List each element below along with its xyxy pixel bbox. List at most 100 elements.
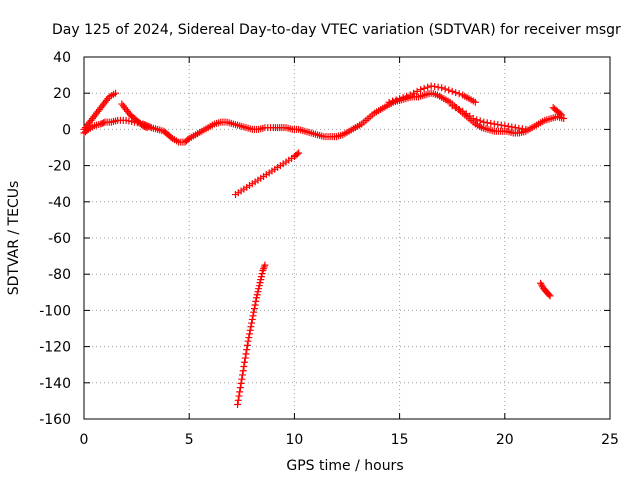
data-point — [235, 392, 243, 400]
series-upper-band — [385, 82, 479, 106]
data-point — [455, 105, 463, 113]
data-point — [246, 330, 254, 338]
series-lower-band — [448, 102, 530, 133]
y-tick-label: 40 — [53, 50, 71, 66]
x-tick-label: 25 — [601, 432, 619, 448]
y-tick-label: -20 — [48, 159, 71, 175]
data-point — [236, 384, 244, 392]
data-point — [389, 97, 397, 105]
data-point — [246, 326, 254, 334]
y-tick-label: -120 — [39, 340, 71, 356]
data-point — [448, 102, 456, 110]
data-point — [424, 83, 432, 91]
data-point — [112, 89, 120, 97]
data-point — [251, 301, 259, 309]
data-point — [255, 285, 263, 293]
data-point — [257, 276, 265, 284]
data-point — [236, 388, 244, 396]
data-point — [556, 110, 564, 118]
series-main-trend — [80, 89, 568, 146]
y-tick-labels: -160 -140 -120 -100 -80 -60 -40 -20 0 20 40 — [39, 50, 71, 428]
data-marks — [80, 82, 568, 409]
data-point — [511, 124, 519, 132]
data-point — [469, 115, 477, 123]
data-point — [508, 123, 516, 131]
data-point — [295, 149, 303, 157]
y-tick-label: -40 — [48, 195, 71, 211]
data-point — [459, 107, 467, 115]
series-steep-drop — [234, 261, 269, 409]
data-point — [261, 261, 269, 269]
data-point — [247, 323, 255, 331]
data-point — [494, 121, 502, 129]
y-tick-label: 0 — [62, 122, 71, 138]
data-point — [242, 350, 250, 358]
data-point — [142, 123, 150, 131]
data-point — [417, 86, 425, 94]
data-point — [239, 371, 247, 379]
y-tick-label: 20 — [53, 86, 71, 102]
y-tick-label: -100 — [39, 303, 71, 319]
x-tick-label: 20 — [496, 432, 514, 448]
data-point — [241, 354, 249, 362]
data-point — [248, 315, 256, 323]
data-point — [250, 305, 258, 313]
data-point — [545, 291, 553, 299]
y-axis-label: SDTVAR / TECUs — [6, 181, 22, 296]
series-early-drop — [118, 100, 151, 132]
data-point — [385, 98, 393, 106]
data-point — [257, 273, 265, 281]
data-point — [413, 87, 421, 95]
data-point — [240, 363, 248, 371]
data-point — [245, 334, 253, 342]
x-tick-label: 0 — [80, 432, 89, 448]
data-point — [466, 112, 474, 120]
data-point — [241, 358, 249, 366]
y-tick-label: -80 — [48, 267, 71, 283]
series-early-rise — [80, 89, 120, 133]
data-point — [406, 91, 414, 99]
data-point — [258, 270, 266, 278]
data-point — [238, 375, 246, 383]
data-point — [518, 125, 526, 133]
data-point — [476, 117, 484, 125]
data-point — [248, 319, 256, 327]
data-point — [504, 122, 512, 130]
data-point — [184, 136, 192, 144]
data-point — [480, 118, 488, 126]
chart-title: Day 125 of 2024, Sidereal Day-to-day VTE… — [52, 22, 621, 38]
data-point — [396, 95, 404, 103]
data-point — [243, 346, 251, 354]
data-point — [234, 401, 242, 409]
data-point — [403, 92, 411, 100]
data-point — [473, 116, 481, 124]
data-point — [399, 93, 407, 101]
data-point — [256, 279, 264, 287]
data-point — [234, 396, 242, 404]
data-point — [515, 124, 523, 132]
data-point — [252, 297, 260, 305]
data-point — [558, 111, 566, 119]
data-point — [560, 115, 568, 123]
data-point — [501, 122, 509, 130]
data-point — [427, 82, 435, 90]
data-point — [392, 96, 400, 104]
data-point — [249, 312, 257, 320]
y-tick-label: -60 — [48, 231, 71, 247]
x-tick-labels: 0 5 10 15 20 25 — [80, 432, 619, 448]
x-tick-label: 10 — [285, 432, 303, 448]
data-point — [438, 84, 446, 92]
data-point — [243, 341, 251, 349]
data-point — [167, 133, 175, 141]
data-point — [431, 83, 439, 91]
data-point — [254, 288, 262, 296]
y-tick-label: -140 — [39, 376, 71, 392]
data-point — [293, 150, 301, 158]
data-point — [253, 291, 261, 299]
x-tick-label: 15 — [391, 432, 409, 448]
data-point — [445, 86, 453, 94]
data-point — [497, 121, 505, 129]
grid-lines — [84, 57, 610, 419]
